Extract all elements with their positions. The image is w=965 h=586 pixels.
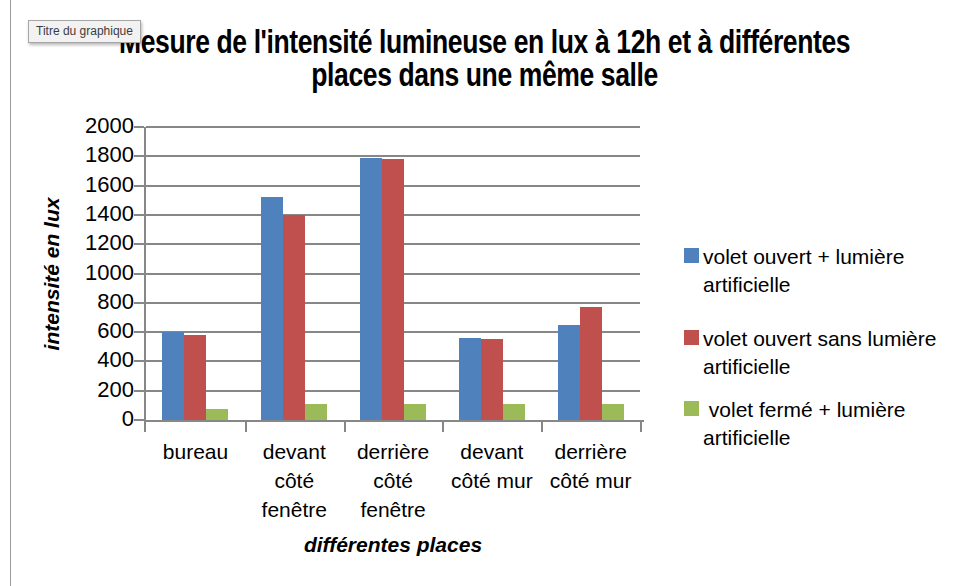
bar-volet-ferme-plus-lumiere-artificielle-derriere-cote-fenetre[interactable]	[404, 404, 426, 420]
bar-volet-ferme-plus-lumiere-artificielle-derriere-cote-mur[interactable]	[602, 404, 624, 420]
legend-item-volet-ouvert-plus-lumiere-artificielle[interactable]: volet ouvert + lumière artificielle	[684, 243, 904, 299]
y-axis-tick	[134, 360, 144, 362]
y-axis-title[interactable]: intensité en lux	[40, 197, 64, 350]
chart-title-tooltip: Titre du graphique	[28, 20, 141, 43]
plot-area: intensité en lux différentes places 0200…	[146, 127, 640, 420]
x-axis-tick	[344, 422, 346, 432]
x-axis-line	[144, 420, 644, 422]
x-axis-tick	[541, 422, 543, 432]
x-category-label: derrière côté mur	[541, 437, 640, 495]
y-tick-label: 1200	[85, 230, 134, 256]
x-category-label: bureau	[146, 437, 245, 466]
x-category-label: devant côté fenêtre	[245, 437, 344, 524]
gridline	[146, 155, 640, 157]
y-tick-label: 1800	[85, 142, 134, 168]
x-category-label: derrière côté fenêtre	[344, 437, 443, 524]
y-tick-label: 400	[97, 347, 134, 373]
x-axis-tick	[144, 422, 146, 432]
bar-volet-ouvert-plus-lumiere-artificielle-bureau[interactable]	[162, 332, 184, 420]
y-tick-label: 600	[97, 318, 134, 344]
gridline	[146, 126, 640, 128]
y-tick-label: 800	[97, 288, 134, 314]
legend-item-label: volet ouvert + lumière artificielle	[699, 243, 904, 299]
y-tick-label: 2000	[85, 113, 134, 139]
x-axis-title[interactable]: différentes places	[146, 533, 640, 557]
bar-volet-ouvert-sans-lumiere-artificielle-derriere-cote-fenetre[interactable]	[382, 159, 404, 420]
bar-volet-ouvert-plus-lumiere-artificielle-devant-cote-mur[interactable]	[459, 338, 481, 420]
y-axis-tick	[134, 126, 144, 128]
legend-swatch-icon	[684, 248, 699, 263]
legend-item-label: volet fermé + lumière artificielle	[699, 396, 906, 452]
bar-volet-ouvert-sans-lumiere-artificielle-devant-cote-fenetre[interactable]	[283, 215, 305, 420]
x-axis-tick	[245, 422, 247, 432]
y-axis-tick	[134, 214, 144, 216]
y-tick-label: 0	[122, 406, 134, 432]
x-category-label: devant côté mur	[442, 437, 541, 495]
y-tick-label: 200	[97, 376, 134, 402]
y-tick-label: 1400	[85, 201, 134, 227]
y-axis-tick	[134, 273, 144, 275]
legend-swatch-icon	[684, 401, 699, 416]
y-axis-line	[144, 127, 146, 422]
y-axis-tick	[134, 331, 144, 333]
bar-volet-ouvert-sans-lumiere-artificielle-bureau[interactable]	[184, 335, 206, 420]
chart-title[interactable]: Mesure de l'intensité lumineuse en lux à…	[108, 25, 861, 91]
y-tick-label: 1000	[85, 259, 134, 285]
bar-volet-ouvert-plus-lumiere-artificielle-devant-cote-fenetre[interactable]	[261, 197, 283, 420]
bar-volet-ferme-plus-lumiere-artificielle-bureau[interactable]	[206, 409, 228, 420]
x-axis-tick	[442, 422, 444, 432]
bar-volet-ouvert-plus-lumiere-artificielle-derriere-cote-mur[interactable]	[558, 325, 580, 420]
chart-title-line-1: Mesure de l'intensité lumineuse en lux à…	[108, 25, 861, 58]
bar-volet-ferme-plus-lumiere-artificielle-devant-cote-fenetre[interactable]	[305, 404, 327, 420]
y-axis-tick	[134, 155, 144, 157]
legend-swatch-icon	[684, 330, 699, 345]
chart-canvas: Titre du graphique Mesure de l'intensité…	[0, 0, 965, 586]
bar-volet-ouvert-sans-lumiere-artificielle-derriere-cote-mur[interactable]	[580, 307, 602, 420]
y-axis-tick	[134, 419, 144, 421]
y-axis-tick	[134, 302, 144, 304]
y-tick-label: 1600	[85, 171, 134, 197]
legend-item-volet-ferme-plus-lumiere-artificielle[interactable]: volet fermé + lumière artificielle	[684, 396, 906, 452]
legend-item-volet-ouvert-sans-lumiere-artificielle[interactable]: volet ouvert sans lumière artificielle	[684, 325, 936, 381]
chart-title-line-2: places dans une même salle	[108, 58, 861, 91]
window-edge-divider	[10, 0, 11, 586]
legend-item-label: volet ouvert sans lumière artificielle	[699, 325, 936, 381]
y-axis-tick	[134, 243, 144, 245]
x-axis-tick	[640, 422, 642, 432]
bar-volet-ferme-plus-lumiere-artificielle-devant-cote-mur[interactable]	[503, 404, 525, 420]
y-axis-tick	[134, 390, 144, 392]
bar-volet-ouvert-plus-lumiere-artificielle-derriere-cote-fenetre[interactable]	[360, 158, 382, 420]
bar-volet-ouvert-sans-lumiere-artificielle-devant-cote-mur[interactable]	[481, 339, 503, 420]
y-axis-tick	[134, 185, 144, 187]
